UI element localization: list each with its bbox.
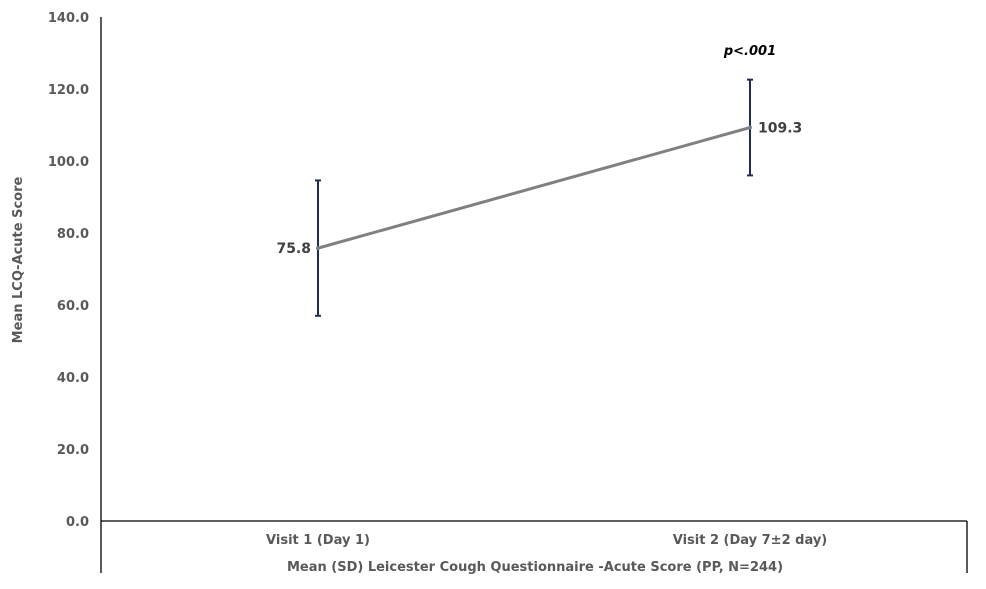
y-tick-label: 120.0 xyxy=(48,83,89,98)
data-labels: 75.8 109.3 xyxy=(276,121,802,258)
y-axis-title: Mean LCQ-Acute Score xyxy=(11,177,26,344)
data-point xyxy=(316,246,320,251)
x-tick-label: Visit 2 (Day 7±2 day) xyxy=(673,533,828,548)
x-axis-title: Mean (SD) Leicester Cough Questionnaire … xyxy=(287,560,783,575)
y-tick-labels: 0.0 20.0 40.0 60.0 80.0 100.0 120.0 140.0 xyxy=(48,11,89,530)
p-value-annotation: p<.001 xyxy=(723,44,776,59)
x-tick-labels: Visit 1 (Day 1) Visit 2 (Day 7±2 day) xyxy=(266,533,827,548)
y-tick-label: 80.0 xyxy=(57,227,89,242)
axes xyxy=(100,17,968,573)
y-tick-label: 140.0 xyxy=(48,11,89,26)
x-tick-label: Visit 1 (Day 1) xyxy=(266,533,370,548)
y-tick-label: 20.0 xyxy=(57,443,89,458)
data-label: 109.3 xyxy=(758,121,802,137)
y-tick-label: 100.0 xyxy=(48,155,89,170)
y-tick-label: 0.0 xyxy=(66,515,89,530)
data-label: 75.8 xyxy=(276,241,311,257)
y-tick-label: 40.0 xyxy=(57,371,89,386)
series-line xyxy=(317,126,751,250)
data-point xyxy=(748,125,752,130)
y-tick-label: 60.0 xyxy=(57,299,89,314)
series-group xyxy=(315,78,753,317)
